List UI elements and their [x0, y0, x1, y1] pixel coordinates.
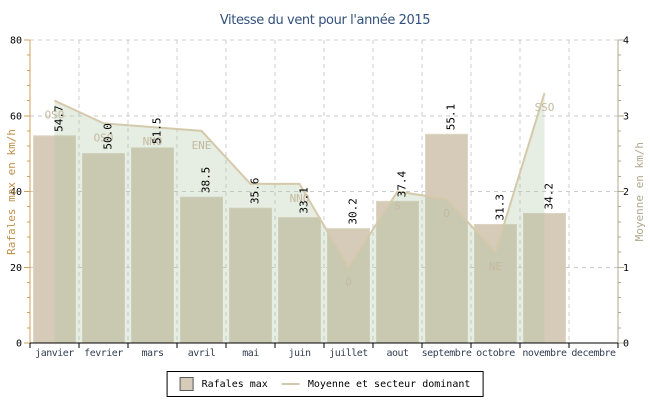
right-axis-tick-label: 1 [623, 263, 629, 274]
direction-label-septembre: O [443, 207, 450, 220]
x-axis-label-mai: mai [242, 348, 259, 359]
bar-value-label: 51.5 [151, 117, 164, 144]
bar-value-label: 30.2 [347, 198, 360, 225]
bar-value-label: 33.1 [298, 187, 311, 214]
bar-fevrier [82, 153, 125, 344]
bar-value-label: 50.0 [102, 123, 115, 150]
left-axis-tick-label: 0 [16, 339, 22, 350]
direction-label-janvier: OSO [45, 109, 65, 122]
x-axis-label-janvier: janvier [35, 348, 74, 359]
bar-value-label: 31.3 [494, 194, 507, 221]
legend: Rafales max Moyenne et secteur dominant [166, 371, 484, 397]
x-axis-label-avril: avril [188, 348, 216, 359]
legend-entry-moyenne[interactable]: Moyenne et secteur dominant [268, 378, 471, 390]
right-axis-tick-label: 3 [623, 111, 629, 122]
x-axis-label-septembre: septembre [422, 348, 472, 359]
direction-label-avril: ENE [192, 139, 212, 152]
bar-novembre [523, 212, 566, 344]
bar-value-label: 55.1 [445, 104, 458, 131]
moyenne-area [54, 93, 545, 344]
bar-mars [131, 147, 174, 344]
right-axis-tick-label: 0 [623, 339, 629, 350]
x-axis-label-mars: mars [141, 348, 164, 359]
bar-aout [376, 200, 419, 344]
right-axis-title: Moyenne en km/h [632, 141, 646, 242]
bar-value-label: 54.7 [53, 105, 66, 132]
legend-label-rafales-max: Rafales max [201, 378, 268, 390]
bar-value-label: 35.6 [249, 178, 262, 205]
moyenne-line [54, 92, 546, 270]
direction-label-mars: NNO [143, 135, 163, 148]
bar-mai [229, 207, 272, 344]
chart-title: Vitesse du vent pour l'année 2015 [219, 13, 431, 28]
left-axis-title: Rafales max en km/h [4, 128, 18, 255]
direction-label-aout: S [394, 200, 401, 213]
right-axis-tick-label: 2 [623, 187, 629, 198]
rafales-max-swatch-icon [179, 377, 194, 391]
left-axis-tick-label: 20 [10, 263, 22, 274]
bar-octobre [474, 223, 517, 344]
x-axis-label-aout: aout [386, 348, 409, 359]
left-axis-tick-label: 40 [10, 187, 22, 198]
left-axis-tick-label: 80 [10, 36, 22, 47]
legend-label-moyenne: Moyenne et secteur dominant [307, 378, 471, 390]
x-axis-label-juillet: juillet [329, 348, 368, 359]
legend-entry-rafales-max[interactable]: Rafales max [179, 377, 268, 391]
bar-value-label: 38.5 [200, 167, 213, 194]
x-axis-label-fevrier: fevrier [84, 348, 123, 359]
direction-label-fevrier: OSO [94, 131, 114, 144]
direction-label-juin: NNO [290, 192, 310, 205]
x-axis-label-decembre: decembre [571, 348, 616, 359]
x-axis-label-octobre: octobre [476, 348, 515, 359]
bar-avril [180, 196, 223, 344]
bar-juillet [327, 228, 370, 344]
direction-label-juillet: O [345, 275, 352, 288]
x-axis-label-novembre: novembre [522, 348, 567, 359]
bar-value-label: 34.2 [543, 183, 556, 210]
moyenne-line-swatch-icon [281, 383, 300, 385]
bar-value-label: 37.4 [396, 170, 409, 197]
direction-label-octobre: NE [489, 260, 502, 273]
bar-janvier [33, 135, 76, 344]
right-axis-tick-label: 4 [623, 36, 629, 47]
bar-juin [278, 217, 321, 344]
direction-label-novembre: SSO [535, 101, 555, 114]
left-axis-tick-label: 60 [10, 111, 22, 122]
x-axis-label-juin: juin [288, 348, 311, 359]
